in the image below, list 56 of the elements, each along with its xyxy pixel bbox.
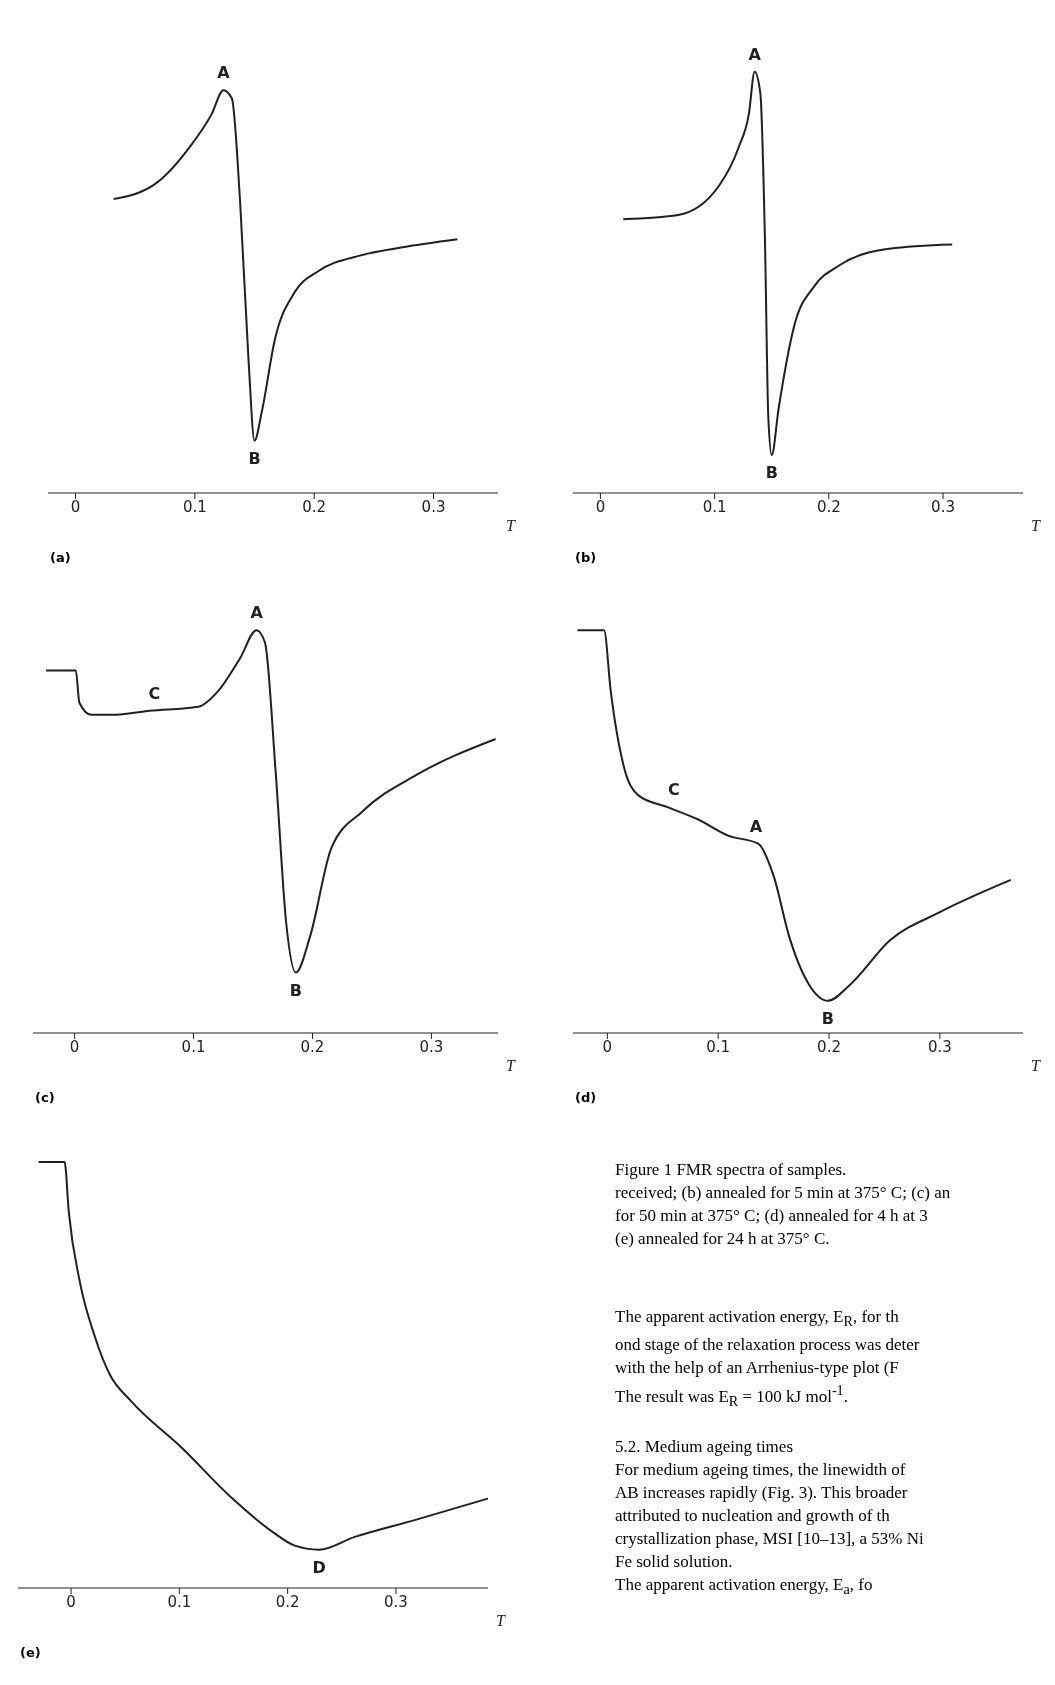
x-tick-label: 0.2 xyxy=(300,1037,325,1056)
text: (a) xyxy=(50,550,71,565)
text: The apparent activation energy, E$_{R}$, for th xyxy=(615,1306,900,1332)
x-tick-label: 0.2 xyxy=(275,1592,300,1611)
text: crystallization phase, MSI [10–13], a 53% Ni xyxy=(615,1528,925,1551)
text: The result was E$_{R}$ = 100 kJ mol$^{-1}$. xyxy=(615,1381,849,1412)
x-tick-label: 0.1 xyxy=(167,1592,192,1611)
x-tick-label: 0 xyxy=(69,1037,80,1056)
annotation: D xyxy=(312,1558,326,1578)
x-tick-label: 0.1 xyxy=(706,1037,731,1056)
x-tick-label: 0.2 xyxy=(817,1037,841,1056)
annotation: A xyxy=(217,63,231,83)
annotation: A xyxy=(749,816,763,836)
text: (b) xyxy=(575,550,597,565)
text: (c) xyxy=(35,1090,55,1105)
text: For medium ageing times, the linewidth of xyxy=(615,1459,907,1482)
annotation: A xyxy=(748,44,762,64)
annotation: C xyxy=(148,683,161,703)
text: with the help of an Arrhenius-type plot (F xyxy=(615,1357,900,1380)
text: attributed to nucleation and growth of th xyxy=(615,1505,891,1528)
text: The apparent activation energy, E$_{a}$, fo xyxy=(615,1574,874,1600)
annotation: B xyxy=(289,980,302,1000)
text: received; (b) annealed for 5 min at 375° C; (c) an xyxy=(615,1182,952,1204)
x-axis-title: T xyxy=(506,1056,516,1074)
annotation: B xyxy=(248,449,261,468)
text: ond stage of the relaxation process was deter xyxy=(615,1334,921,1357)
text: 5.2. Medium ageing times xyxy=(615,1436,794,1459)
x-tick-label: 0.3 xyxy=(421,497,446,516)
text: (d) xyxy=(575,1090,597,1105)
annotation: C xyxy=(667,780,680,800)
x-tick-label: 0 xyxy=(595,497,606,516)
annotation: B xyxy=(765,463,778,483)
x-tick-label: 0.1 xyxy=(181,1037,206,1056)
x-tick-label: 0.2 xyxy=(302,497,327,516)
x-axis-title: T xyxy=(506,516,516,534)
x-tick-label: 0 xyxy=(70,497,81,516)
caption: Figure 1 FMR spectra of samples. xyxy=(615,1159,848,1181)
x-tick-label: 0.3 xyxy=(931,497,955,516)
text: Fe solid solution. xyxy=(615,1551,734,1574)
x-axis-title: T xyxy=(1031,1056,1041,1074)
x-tick-label: 0.3 xyxy=(419,1037,444,1056)
text: AB increases rapidly (Fig. 3). This broader xyxy=(615,1482,909,1505)
x-tick-label: 0.2 xyxy=(816,497,841,516)
x-tick-label: 0 xyxy=(602,1037,613,1056)
text: for 50 min at 375° C; (d) annealed for 4 h at 3 xyxy=(615,1205,929,1227)
x-axis-title: T xyxy=(496,1611,506,1629)
x-axis-title: T xyxy=(1031,516,1041,534)
x-tick-label: 0.1 xyxy=(702,497,727,516)
x-tick-label: 0 xyxy=(66,1592,76,1611)
annotation: A xyxy=(250,603,264,623)
x-tick-label: 0.3 xyxy=(927,1037,952,1056)
x-tick-label: 0.3 xyxy=(384,1592,408,1611)
text: (e) annealed for 24 h at 375° C. xyxy=(615,1228,831,1250)
text: (e) xyxy=(20,1645,41,1660)
annotation: B xyxy=(821,1009,835,1029)
x-tick-label: 0.1 xyxy=(182,497,207,516)
